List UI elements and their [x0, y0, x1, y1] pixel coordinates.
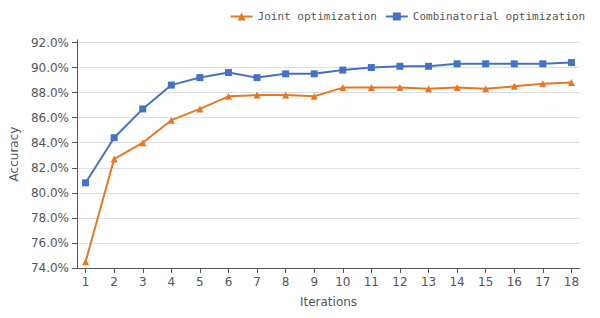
svg-text:14: 14 — [449, 275, 464, 289]
svg-text:3: 3 — [139, 275, 147, 289]
svg-text:4: 4 — [168, 275, 176, 289]
svg-text:Combinatorial optimization: Combinatorial optimization — [413, 10, 585, 23]
svg-text:15: 15 — [478, 275, 493, 289]
svg-text:16: 16 — [507, 275, 522, 289]
svg-text:9: 9 — [310, 275, 318, 289]
svg-text:11: 11 — [364, 275, 379, 289]
svg-text:Joint optimization: Joint optimization — [258, 10, 377, 23]
svg-text:74.0%: 74.0% — [31, 261, 69, 275]
svg-text:88.0%: 88.0% — [31, 86, 69, 100]
svg-text:12: 12 — [392, 275, 407, 289]
svg-text:90.0%: 90.0% — [31, 61, 69, 75]
svg-text:17: 17 — [535, 275, 550, 289]
svg-text:2: 2 — [110, 275, 118, 289]
svg-text:Iterations: Iterations — [300, 295, 357, 309]
svg-text:92.0%: 92.0% — [31, 36, 69, 50]
svg-text:86.0%: 86.0% — [31, 111, 69, 125]
svg-text:13: 13 — [421, 275, 436, 289]
svg-text:80.0%: 80.0% — [31, 186, 69, 200]
svg-text:82.0%: 82.0% — [31, 161, 69, 175]
svg-text:78.0%: 78.0% — [31, 211, 69, 225]
svg-text:7: 7 — [253, 275, 261, 289]
svg-text:76.0%: 76.0% — [31, 236, 69, 250]
svg-text:18: 18 — [564, 275, 579, 289]
svg-text:1: 1 — [82, 275, 90, 289]
svg-text:8: 8 — [282, 275, 290, 289]
svg-text:5: 5 — [196, 275, 204, 289]
svg-text:Accuracy: Accuracy — [7, 127, 21, 182]
svg-text:84.0%: 84.0% — [31, 136, 69, 150]
svg-text:6: 6 — [225, 275, 233, 289]
svg-text:10: 10 — [335, 275, 350, 289]
